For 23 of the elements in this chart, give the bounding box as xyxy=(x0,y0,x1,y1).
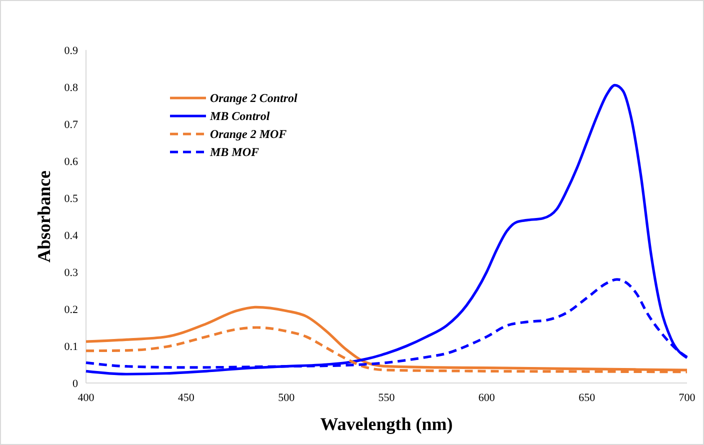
y-tick-label: 0.5 xyxy=(64,192,78,205)
y-tick-label: 0.9 xyxy=(64,44,78,57)
legend-label: MB MOF xyxy=(209,145,260,160)
y-tick-label: 0 xyxy=(72,378,78,390)
legend-label: MB Control xyxy=(209,109,270,124)
x-tick-label: 600 xyxy=(478,392,496,404)
y-tick-label: 0.7 xyxy=(64,118,78,131)
x-axis-title: Wavelength (nm) xyxy=(320,414,453,434)
y-tick-label: 0.1 xyxy=(64,340,78,353)
y-tick-label: 0.3 xyxy=(64,266,78,279)
x-tick-label: 550 xyxy=(378,392,396,404)
y-tick-label: 0.2 xyxy=(64,304,78,316)
x-tick-label: 500 xyxy=(278,392,296,404)
x-tick-label: 650 xyxy=(578,392,596,404)
x-tick-label: 700 xyxy=(678,392,696,404)
x-tick-label: 400 xyxy=(78,392,95,404)
y-tick-label: 0.8 xyxy=(64,82,78,94)
legend-label: Orange 2 Control xyxy=(210,91,298,106)
x-tick-label: 450 xyxy=(178,392,195,404)
y-tick-label: 0.4 xyxy=(64,230,78,242)
y-tick-label: 0.6 xyxy=(64,156,78,168)
y-axis-title: Absorbance xyxy=(34,170,54,263)
legend-label: Orange 2 MOF xyxy=(210,127,287,142)
